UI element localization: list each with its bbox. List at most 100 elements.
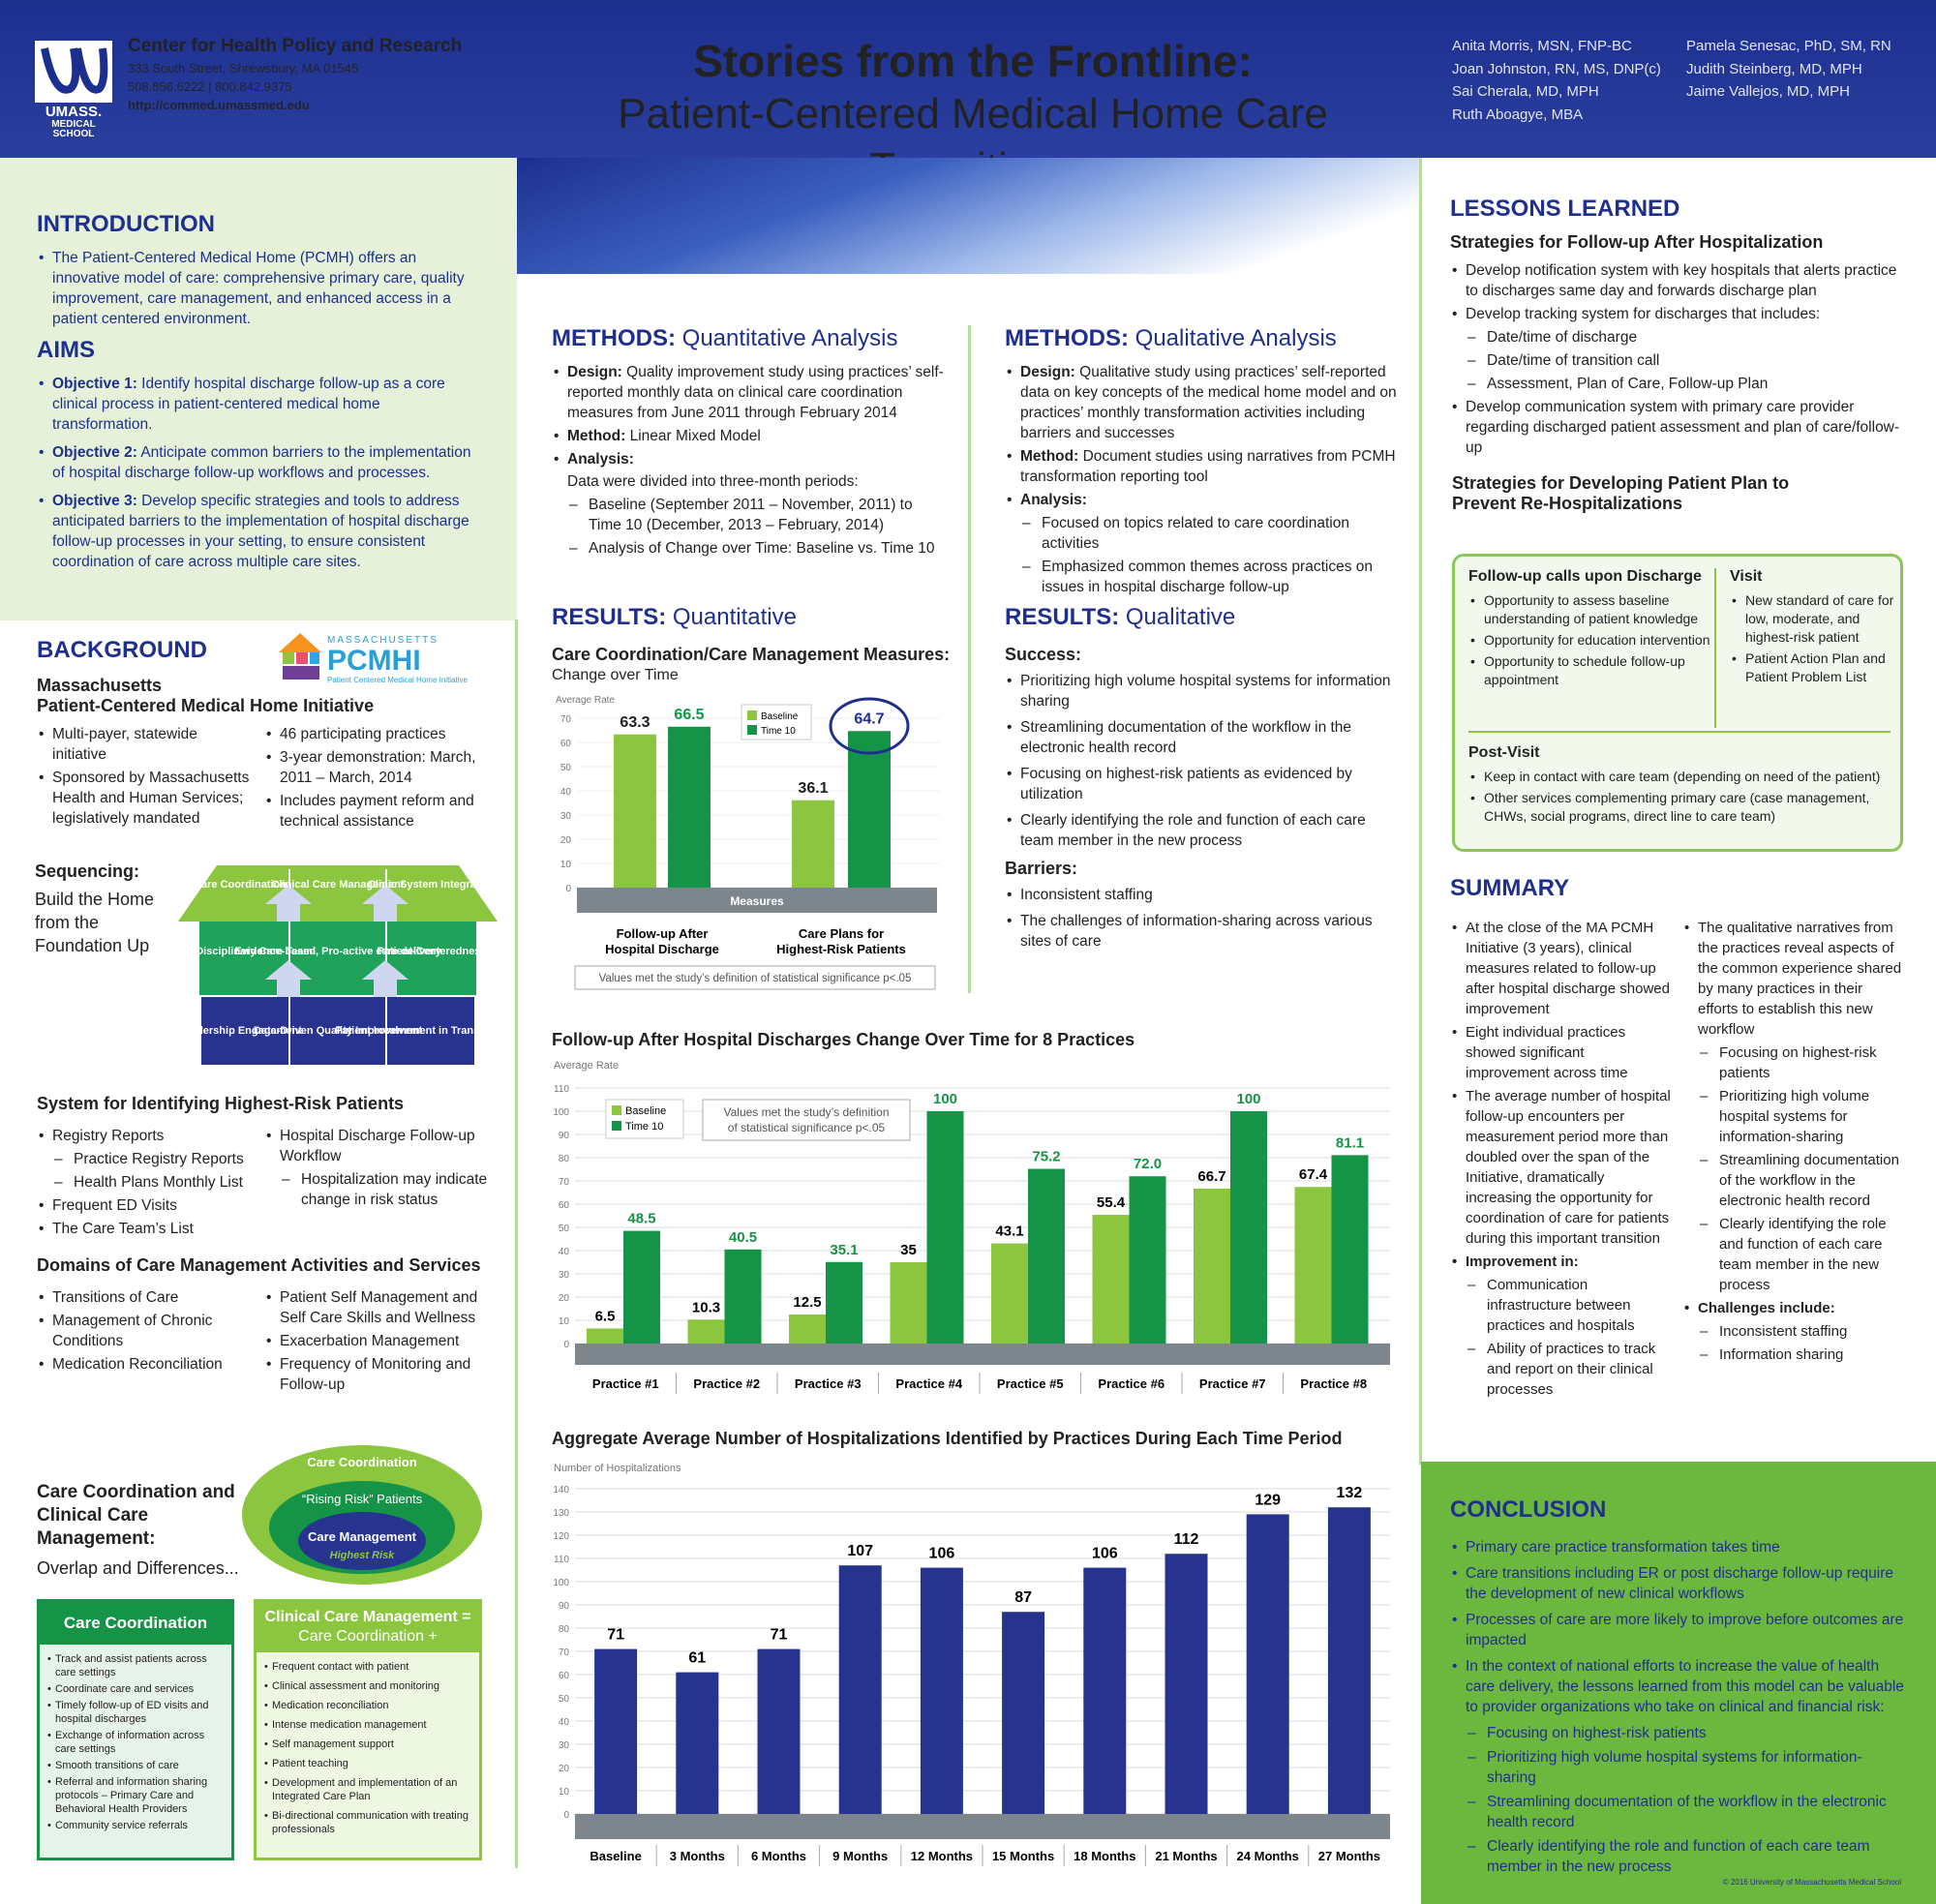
bar: [1230, 1111, 1267, 1344]
mq-dash: Analysis of Change over Time: Baseline v…: [552, 538, 949, 559]
h-bold: RESULTS:: [552, 604, 667, 630]
followup-item: Opportunity for education intervention: [1468, 631, 1710, 650]
x-axis-band: [575, 1344, 1390, 1365]
summary-item: Focusing on highest-risk patients: [1682, 1043, 1903, 1083]
center-url[interactable]: http://commed.umassmed.edu: [128, 98, 310, 112]
h-bold: METHODS:: [1005, 325, 1129, 351]
x-tick-label: Practice #1: [592, 1376, 659, 1391]
summary-item: Clearly identifying the role and functio…: [1682, 1214, 1903, 1295]
label: Analysis:: [567, 451, 634, 468]
overlap-oval: Care Coordination “Rising Risk” Patients…: [242, 1445, 482, 1585]
header-wave: [517, 158, 1421, 274]
summary-item: Ability of practices to track and report…: [1450, 1339, 1671, 1400]
legend-swatch: [612, 1105, 621, 1115]
author: Judith Steinberg, MD, MPH: [1686, 60, 1862, 77]
system-item: Registry Reports: [37, 1126, 255, 1146]
bar: [848, 731, 891, 888]
oval-inner-label: Care Management: [308, 1529, 417, 1544]
y-axis-label: Average Rate: [556, 695, 615, 706]
house-base-label: Data-Driven Quality Improvement: [254, 1025, 423, 1037]
ml-analysis: Analysis:: [1005, 490, 1402, 510]
data-label: 106: [929, 1546, 955, 1562]
system-item: Health Plans Monthly List: [37, 1172, 255, 1193]
house-base-label: Patient Involvement in Transformation: [335, 1025, 498, 1037]
box2-item: Self management support: [262, 1738, 473, 1751]
x-tick-label: Practice #7: [1199, 1376, 1266, 1391]
author: Ruth Aboagye, MBA: [1452, 106, 1584, 123]
h-bold: RESULTS:: [1005, 604, 1120, 630]
lesson-item: Date/time of transition call: [1450, 350, 1905, 371]
y-tick-label: 110: [554, 1084, 569, 1095]
bar: [757, 1648, 801, 1814]
x-tick-label: Practice #8: [1300, 1376, 1367, 1391]
background-sub2: Patient-Centered Medical Home Initiative: [37, 696, 375, 715]
box2-item: Patient teaching: [262, 1757, 473, 1770]
label: Design:: [567, 364, 622, 380]
h-light: Quantitative: [666, 604, 797, 630]
summary-item: Communication infrastructure between pra…: [1450, 1275, 1671, 1336]
y-tick-label: 10: [559, 1787, 570, 1798]
bar: [890, 1262, 927, 1344]
aim-label: Objective 3:: [52, 493, 137, 509]
bar: [614, 734, 656, 888]
bg-item: Sponsored by Massachusetts Health and Hu…: [37, 768, 255, 829]
domain-item: Patient Self Management and Self Care Sk…: [264, 1287, 492, 1328]
house-roof-label: Clinical Care Management: [272, 879, 405, 891]
author: Jaime Vallejos, MD, MPH: [1686, 83, 1850, 100]
house-mid-label: Evidence-based, Pro-active care delivery: [234, 946, 441, 957]
box2-item: Frequent contact with patient: [262, 1660, 473, 1674]
data-label: 61: [688, 1650, 706, 1667]
data-label: 64.7: [854, 710, 884, 727]
system-item: Practice Registry Reports: [37, 1149, 255, 1169]
data-label: 43.1: [995, 1224, 1023, 1240]
pcmhi-small: MASSACHUSETTS: [327, 635, 439, 646]
author: Joan Johnston, RN, MS, DNP(c): [1452, 60, 1661, 77]
aims-heading: AIMS: [37, 337, 95, 363]
divider: [968, 325, 971, 993]
conclusion-item: Focusing on highest-risk patients: [1450, 1723, 1905, 1743]
success-item: Clearly identifying the role and functio…: [1005, 810, 1402, 851]
y-tick-label: 50: [560, 763, 572, 773]
bar: [789, 1315, 826, 1344]
house-base-label: Leadership Engagement: [178, 1025, 302, 1037]
house-mid-label: Patient-Centeredness: [377, 946, 486, 957]
barriers-heading: Barriers:: [1005, 859, 1078, 878]
results-quant-heading: RESULTS: Quantitative: [552, 604, 958, 631]
system-item: The Care Team’s List: [37, 1219, 255, 1239]
ml-dash: Focused on topics related to care coordi…: [1005, 513, 1402, 554]
bar: [1165, 1554, 1208, 1814]
data-label: 48.5: [627, 1211, 655, 1227]
mq-design: Design: Quality improvement study using …: [552, 362, 949, 423]
box1-item: Exchange of information across care sett…: [45, 1729, 226, 1756]
y-tick-label: 140: [553, 1485, 569, 1496]
y-tick-label: 40: [559, 1247, 570, 1257]
x-tick-label: 15 Months: [992, 1849, 1054, 1863]
summary-heading: SUMMARY: [1450, 875, 1570, 901]
lessons-heading: LESSONS LEARNED: [1450, 196, 1680, 222]
lesson-item: Develop tracking system for discharges t…: [1450, 304, 1905, 324]
x-tick-label: Practice #6: [1098, 1376, 1165, 1391]
y-tick-label: 40: [559, 1717, 570, 1728]
data-label: 72.0: [1134, 1156, 1162, 1172]
aim-text: Identify hospital discharge follow-up as…: [52, 376, 445, 433]
ml-dash: Emphasized common themes across practice…: [1005, 557, 1402, 597]
lesson-item: Assessment, Plan of Care, Follow-up Plan: [1450, 374, 1905, 394]
box1-item: Referral and information sharing protoco…: [45, 1775, 226, 1816]
conclusion-item: Care transitions including ER or post di…: [1450, 1563, 1905, 1604]
text: Linear Mixed Model: [625, 428, 761, 444]
divider: [1419, 158, 1422, 1465]
chart-practices: Average Rate 0 10 20 30 40 50 60 70 80 90 100 110 6.5…: [553, 1060, 1390, 1394]
significance-note: Values met the study’s definition of sta…: [599, 973, 912, 984]
domains-heading: Domains of Care Management Activities an…: [37, 1255, 481, 1275]
y-tick-label: 0: [563, 1810, 569, 1821]
lessons-sub1: Strategies for Follow-up After Hospitali…: [1450, 232, 1824, 252]
x-tick-label: Practice #4: [895, 1376, 962, 1391]
summary-item: Prioritizing high volume hospital system…: [1682, 1086, 1903, 1147]
summary-item: Information sharing: [1682, 1345, 1903, 1365]
lessons-sub2: Strategies for Developing Patient Plan t…: [1452, 473, 1790, 513]
bar: [1194, 1188, 1230, 1344]
visit-item: Patient Action Plan and Patient Problem …: [1730, 650, 1894, 686]
bar: [1129, 1176, 1166, 1344]
note-box: [574, 965, 936, 990]
legend-swatch: [747, 725, 757, 735]
